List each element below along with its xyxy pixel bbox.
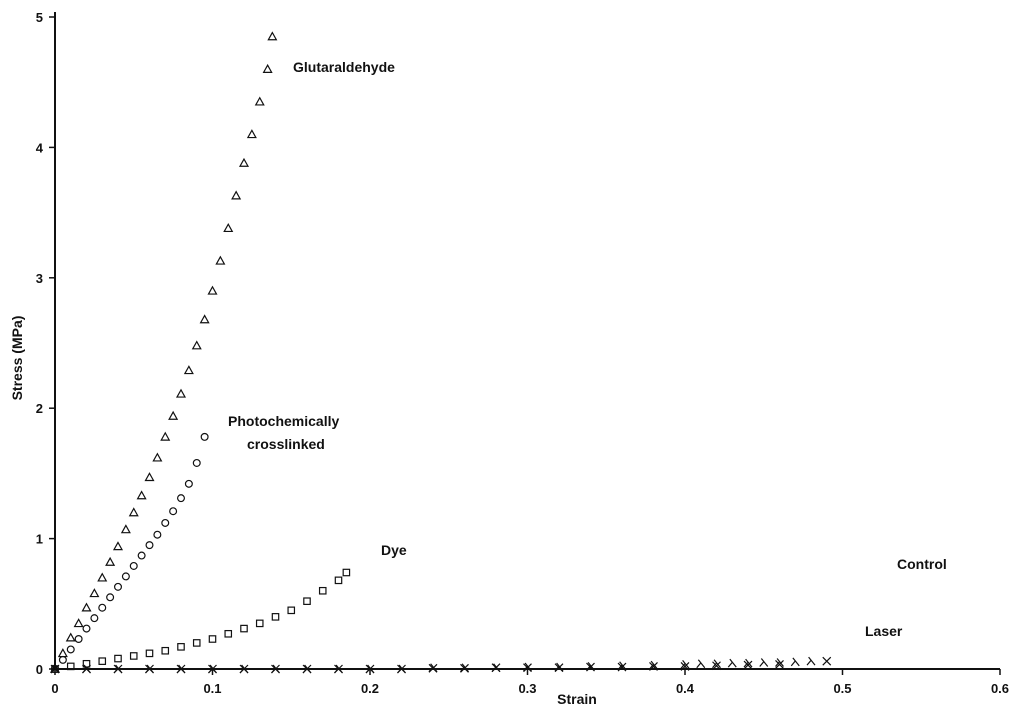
y-tick-label: 2 bbox=[36, 401, 43, 416]
data-point-glutaraldehyde bbox=[232, 192, 240, 199]
data-point-dye bbox=[178, 644, 184, 650]
data-point-laser bbox=[791, 658, 799, 666]
y-tick-label: 1 bbox=[36, 532, 43, 547]
x-tick-label: 0.5 bbox=[833, 681, 851, 696]
data-point-photochemical bbox=[75, 636, 82, 643]
data-point-laser bbox=[697, 660, 705, 668]
data-point-dye bbox=[162, 648, 168, 654]
x-tick-label: 0.1 bbox=[203, 681, 221, 696]
annotation-crosslinked: crosslinked bbox=[247, 436, 325, 452]
data-point-dye bbox=[241, 625, 247, 631]
data-point-glutaraldehyde bbox=[130, 509, 138, 516]
data-point-photochemical bbox=[67, 646, 74, 653]
data-point-photochemical bbox=[115, 583, 122, 590]
data-point-photochemical bbox=[146, 542, 153, 549]
y-tick-label: 3 bbox=[36, 271, 43, 286]
data-point-glutaraldehyde bbox=[256, 98, 264, 105]
data-point-glutaraldehyde bbox=[138, 492, 146, 499]
data-point-photochemical bbox=[201, 433, 208, 440]
data-point-glutaraldehyde bbox=[114, 542, 122, 549]
data-point-photochemical bbox=[178, 495, 185, 502]
data-point-dye bbox=[115, 655, 121, 661]
data-point-dye bbox=[131, 653, 137, 659]
data-point-dye bbox=[304, 598, 310, 604]
data-point-glutaraldehyde bbox=[75, 619, 83, 626]
data-point-glutaraldehyde bbox=[122, 525, 130, 532]
data-point-laser bbox=[650, 661, 658, 669]
data-point-photochemical bbox=[130, 563, 137, 570]
data-point-glutaraldehyde bbox=[98, 574, 106, 581]
data-point-glutaraldehyde bbox=[193, 342, 201, 349]
y-tick-label: 5 bbox=[36, 10, 43, 25]
data-point-glutaraldehyde bbox=[59, 649, 67, 656]
data-point-dye bbox=[99, 658, 105, 664]
data-point-photochemical bbox=[107, 594, 114, 601]
annotation-control: Control bbox=[897, 556, 947, 572]
y-tick-label: 4 bbox=[36, 140, 44, 155]
data-markers bbox=[51, 33, 831, 673]
data-point-glutaraldehyde bbox=[106, 558, 114, 565]
data-point-glutaraldehyde bbox=[153, 454, 161, 461]
data-point-glutaraldehyde bbox=[264, 65, 272, 72]
data-point-glutaraldehyde bbox=[83, 604, 91, 611]
data-point-dye bbox=[209, 636, 215, 642]
data-point-glutaraldehyde bbox=[90, 589, 98, 596]
y-ticks: 0 1 2 3 4 5 bbox=[36, 10, 55, 677]
data-point-dye bbox=[272, 614, 278, 620]
data-point-photochemical bbox=[154, 531, 161, 538]
x-tick-label: 0.2 bbox=[361, 681, 379, 696]
annotation-dye: Dye bbox=[381, 542, 407, 558]
x-ticks: 0 0.1 0.2 0.3 0.4 0.5 0.6 bbox=[51, 669, 1009, 696]
data-point-photochemical bbox=[162, 520, 169, 527]
data-point-photochemical bbox=[193, 460, 200, 467]
annotation-glutaraldehyde: Glutaraldehyde bbox=[293, 59, 395, 75]
data-point-glutaraldehyde bbox=[248, 130, 256, 137]
data-point-photochemical bbox=[99, 604, 106, 611]
data-point-glutaraldehyde bbox=[216, 257, 224, 264]
data-point-glutaraldehyde bbox=[161, 433, 169, 440]
x-axis-label: Strain bbox=[557, 691, 597, 707]
data-point-photochemical bbox=[138, 552, 145, 559]
data-point-glutaraldehyde bbox=[209, 287, 217, 294]
data-point-dye bbox=[343, 569, 349, 575]
data-point-dye bbox=[320, 588, 326, 594]
data-point-photochemical bbox=[170, 508, 177, 515]
x-tick-label: 0.3 bbox=[518, 681, 536, 696]
data-point-dye bbox=[194, 640, 200, 646]
data-point-photochemical bbox=[122, 573, 129, 580]
data-point-glutaraldehyde bbox=[177, 390, 185, 397]
data-point-dye bbox=[225, 631, 231, 637]
data-point-laser bbox=[807, 657, 815, 665]
data-point-dye bbox=[146, 650, 152, 656]
data-point-control bbox=[823, 657, 831, 665]
x-tick-label: 0.6 bbox=[991, 681, 1009, 696]
data-point-glutaraldehyde bbox=[224, 224, 232, 231]
data-point-photochemical bbox=[83, 625, 90, 632]
data-point-dye bbox=[335, 577, 341, 583]
data-point-laser bbox=[760, 658, 768, 666]
data-point-glutaraldehyde bbox=[146, 473, 154, 480]
data-point-glutaraldehyde bbox=[67, 634, 75, 641]
data-point-photochemical bbox=[185, 480, 192, 487]
data-point-glutaraldehyde bbox=[169, 412, 177, 419]
annotation-laser: Laser bbox=[865, 623, 903, 639]
data-point-laser bbox=[728, 659, 736, 667]
annotation-photochemically: Photochemically bbox=[228, 413, 339, 429]
data-point-glutaraldehyde bbox=[201, 316, 209, 323]
data-point-glutaraldehyde bbox=[268, 33, 276, 40]
data-point-dye bbox=[257, 620, 263, 626]
data-point-glutaraldehyde bbox=[185, 366, 193, 373]
x-tick-label: 0.4 bbox=[676, 681, 695, 696]
data-point-dye bbox=[288, 607, 294, 613]
data-point-photochemical bbox=[91, 615, 98, 622]
data-point-glutaraldehyde bbox=[240, 159, 248, 166]
data-point-photochemical bbox=[59, 656, 66, 663]
x-tick-label: 0 bbox=[51, 681, 58, 696]
y-tick-label: 0 bbox=[36, 662, 43, 677]
y-axis-label: Stress (MPa) bbox=[9, 316, 25, 401]
